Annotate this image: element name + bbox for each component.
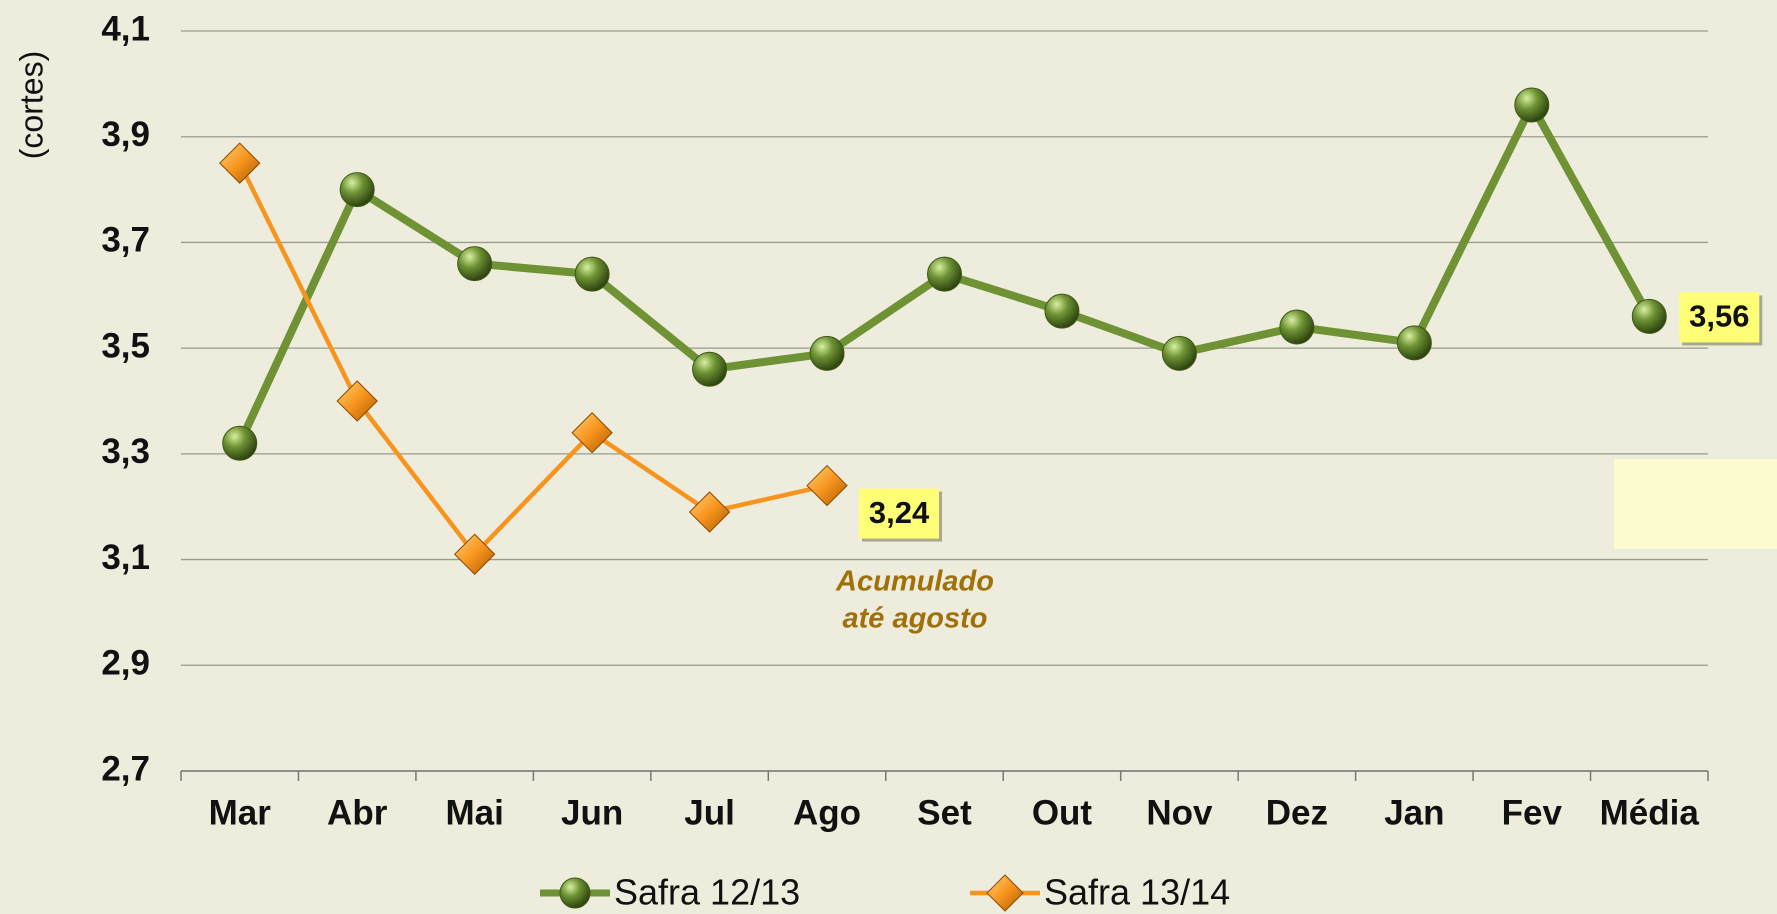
x-tick-label: Jul <box>684 793 735 832</box>
marker <box>340 173 374 207</box>
marker <box>458 247 492 281</box>
marker <box>1515 88 1549 122</box>
legend-label: Safra 12/13 <box>614 872 800 913</box>
annotation: até agosto <box>842 603 987 635</box>
y-tick-label: 3,5 <box>101 326 150 365</box>
y-tick-label: 2,9 <box>101 644 150 683</box>
x-tick-label: Set <box>917 793 972 832</box>
x-tick-label: Média <box>1600 793 1700 832</box>
y-axis-label: (cortes) <box>13 51 49 159</box>
x-tick-label: Mai <box>445 793 503 832</box>
x-tick-label: Ago <box>793 793 861 832</box>
legend-marker <box>560 878 590 908</box>
x-tick-label: Fev <box>1502 793 1563 832</box>
y-tick-label: 3,1 <box>101 538 150 577</box>
x-tick-label: Mar <box>209 793 272 832</box>
y-tick-label: 3,7 <box>101 221 150 260</box>
annotation: Acumulado <box>835 566 994 598</box>
value-label: 3,56 <box>1689 299 1749 334</box>
value-label: 3,24 <box>869 495 930 530</box>
y-tick-label: 4,1 <box>101 9 150 48</box>
marker <box>1632 299 1666 333</box>
x-tick-label: Jan <box>1384 793 1444 832</box>
marker <box>693 352 727 386</box>
x-tick-label: Jun <box>561 793 623 832</box>
page: (cortes) Acumulado até agosto 2,7 2,9 3,1 3… <box>0 0 1777 914</box>
marker <box>223 426 257 460</box>
marker <box>1280 310 1314 344</box>
marker <box>1045 294 1079 328</box>
x-tick-label: Abr <box>327 793 388 832</box>
marker <box>575 257 609 291</box>
x-tick-label: Nov <box>1146 793 1213 832</box>
y-tick-label: 3,9 <box>101 115 150 154</box>
marker <box>1162 336 1196 370</box>
marker <box>1397 326 1431 360</box>
x-tick-label: Dez <box>1266 793 1328 832</box>
legend-label: Safra 13/14 <box>1044 872 1230 913</box>
marker <box>810 336 844 370</box>
y-tick-label: 3,3 <box>101 432 150 471</box>
chart: (cortes) Acumulado até agosto 2,7 2,9 3,1 3… <box>0 0 1777 914</box>
marker <box>928 257 962 291</box>
y-tick-label: 2,7 <box>101 749 150 788</box>
x-tick-label: Out <box>1032 793 1093 832</box>
decor-box <box>1614 459 1777 549</box>
